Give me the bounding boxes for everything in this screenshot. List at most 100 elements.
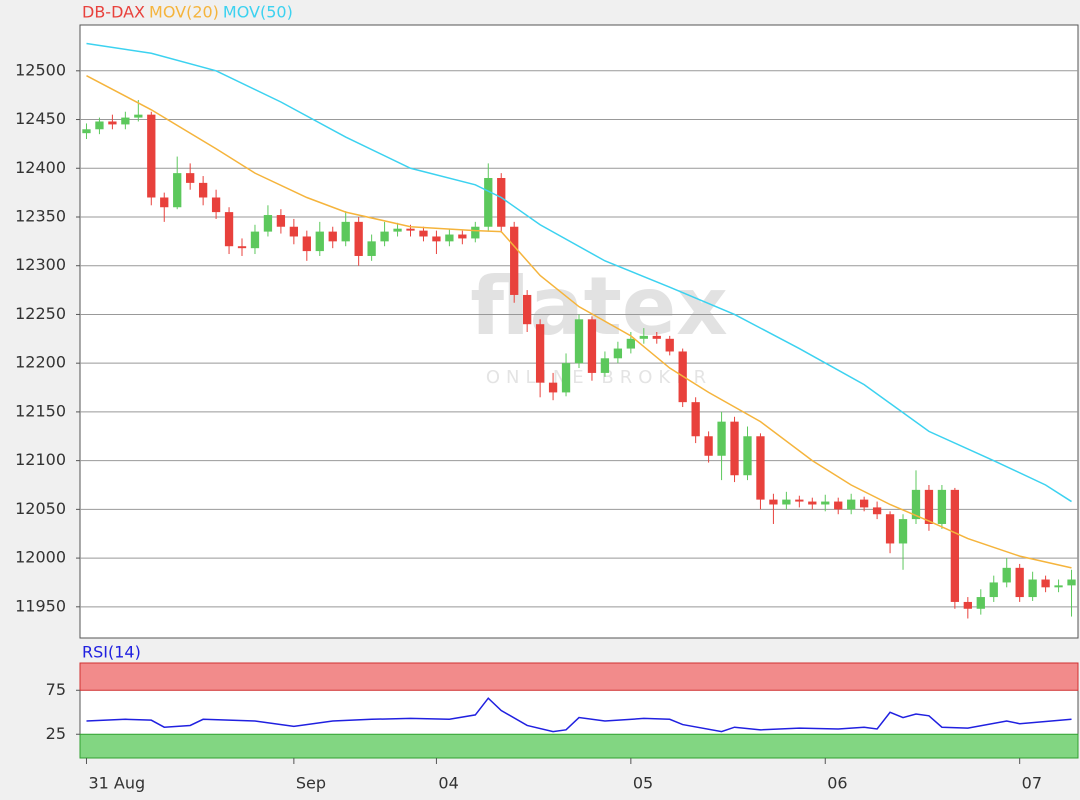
candle-body [691, 402, 700, 437]
y-tick-label: 12450 [15, 109, 66, 128]
candle-body [302, 236, 311, 252]
candle-body [82, 129, 91, 134]
candle-body [911, 489, 921, 520]
candle-body [173, 173, 182, 208]
candle-body [147, 114, 156, 198]
candle-body [743, 436, 752, 476]
candle-body [523, 294, 532, 325]
candle-body [704, 436, 713, 456]
candle-body [613, 348, 623, 359]
candle-body [1067, 579, 1076, 586]
legend-label: MOV(50) [223, 3, 293, 22]
y-tick-label: 12400 [15, 158, 66, 177]
candle-body [626, 338, 635, 349]
candle-body [808, 501, 817, 505]
candle-body [497, 178, 506, 227]
y-tick-label: 12200 [15, 353, 66, 372]
candle-body [717, 421, 726, 456]
y-tick-label: 11950 [15, 596, 66, 615]
candle-body [471, 226, 480, 239]
moving-average-line [86, 75, 1072, 569]
y-tick-label: 12000 [15, 548, 66, 567]
oversold-band [79, 733, 1079, 759]
candle-body [445, 234, 454, 242]
candle-body [872, 507, 882, 515]
x-tick-label: 31 Aug [88, 774, 145, 793]
candle-body [924, 489, 934, 524]
candle-body [510, 226, 519, 295]
legend-label: MOV(20) [149, 3, 219, 22]
candle-body [1054, 585, 1063, 588]
candle-body [600, 358, 610, 373]
x-tick-label: Sep [296, 774, 326, 793]
candle-body [847, 499, 856, 510]
candle-body [458, 234, 467, 239]
candle-body [1002, 567, 1011, 583]
candle-body [1015, 567, 1024, 598]
y-tick-label: 25 [46, 724, 66, 743]
x-tick-label: 06 [827, 774, 847, 793]
candle-body [795, 499, 804, 502]
candle-body [535, 324, 545, 383]
y-tick-label: 12350 [15, 206, 66, 225]
candle-body [250, 231, 260, 249]
candle-body [328, 231, 337, 242]
y-tick-label: 75 [46, 680, 66, 699]
y-tick-label: 12300 [15, 255, 66, 274]
y-tick-label: 12500 [15, 60, 66, 79]
overbought-band [79, 662, 1079, 691]
watermark-sub: ONLINE BROKER [486, 367, 712, 388]
candle-body [885, 514, 895, 544]
candle-body [574, 319, 584, 364]
candle-body [224, 212, 234, 247]
candle-body [1041, 579, 1050, 588]
candle-body [211, 197, 221, 213]
candle-body [276, 215, 286, 227]
candle-body [121, 117, 130, 125]
candle-body [950, 489, 960, 602]
candle-body [639, 335, 648, 339]
candle-body [134, 114, 143, 118]
candle-body [341, 221, 350, 242]
candle-body [963, 601, 972, 609]
candle-body [432, 236, 441, 242]
candle-body [769, 499, 778, 505]
y-tick-label: 12150 [15, 401, 66, 420]
x-tick-label: 05 [633, 774, 653, 793]
watermark: flatex [470, 260, 727, 353]
candle-body [393, 228, 402, 232]
candle-body [484, 178, 493, 227]
candle-body [937, 489, 947, 524]
candle-body [756, 436, 765, 500]
candle-body [989, 582, 998, 598]
candle-body [354, 221, 363, 256]
candle-body [976, 597, 985, 609]
candle-body [821, 501, 830, 505]
candle-body [665, 338, 674, 352]
candle-body [652, 335, 661, 339]
legend-label: DB-DAX [82, 3, 145, 22]
candle-body [782, 499, 791, 505]
y-tick-label: 12100 [15, 450, 66, 469]
candle-body [263, 215, 273, 232]
candle-body [561, 363, 571, 393]
candle-body [859, 499, 869, 508]
moving-average-line [86, 42, 1072, 503]
candle-body [406, 228, 415, 231]
candle-body [315, 231, 324, 252]
candle-body [186, 173, 195, 183]
x-tick-label: 07 [1022, 774, 1042, 793]
candle-body [834, 501, 843, 510]
y-tick-label: 12050 [15, 499, 66, 518]
candle-body [730, 421, 739, 476]
candle-body [237, 246, 247, 249]
candle-body [587, 319, 597, 373]
candle-body [198, 182, 208, 198]
legend-label: RSI(14) [82, 643, 141, 662]
candle-body [160, 197, 169, 208]
candle-body [380, 231, 389, 242]
candle-body [898, 519, 908, 544]
candle-body [367, 241, 376, 256]
candle-body [419, 230, 428, 237]
